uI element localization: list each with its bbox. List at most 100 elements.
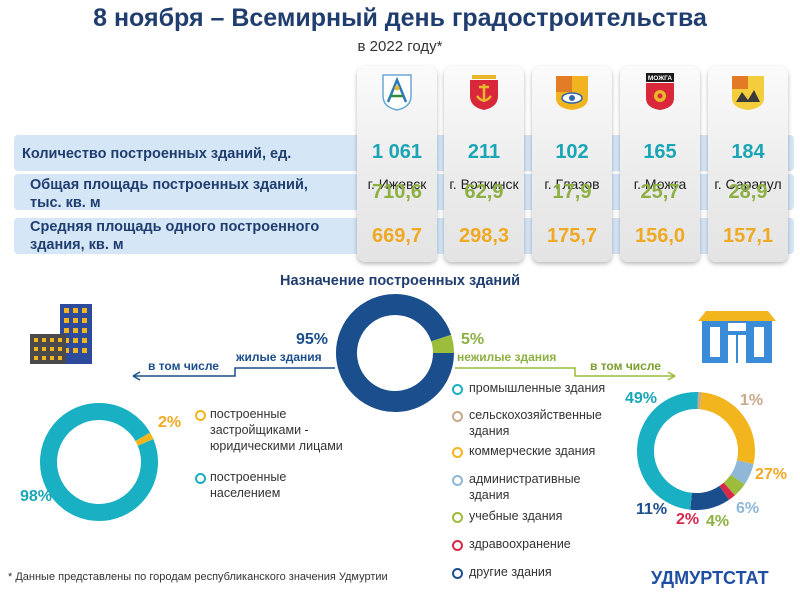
brand-logo-text: УДМУРТСТАТ bbox=[651, 568, 769, 588]
row-label-total-area: Общая площадь построенных зданий, тыс. к… bbox=[30, 176, 308, 212]
city-name: г. Сарапул bbox=[714, 176, 782, 192]
legend-dot bbox=[195, 473, 206, 484]
pct-other: 11% bbox=[636, 501, 668, 518]
donut-slice bbox=[40, 403, 158, 521]
legend-text: здания bbox=[469, 424, 510, 438]
including-arrows bbox=[132, 367, 676, 381]
donut-slice bbox=[135, 432, 154, 446]
table-cell: 157,1 bbox=[722, 225, 774, 247]
legend-dot bbox=[452, 384, 463, 395]
pct-population: 98% bbox=[20, 488, 53, 505]
legend-text: учебные здания bbox=[469, 509, 563, 523]
city-card-votkinsk: г. Воткинск bbox=[444, 66, 524, 262]
city-card-izhevsk: г. Ижевск bbox=[357, 66, 437, 262]
legend-dot bbox=[452, 512, 463, 523]
legend-dot bbox=[452, 475, 463, 486]
row-label-line: тыс. кв. м bbox=[30, 195, 101, 211]
legend-text: здравоохранение bbox=[469, 537, 571, 551]
pct-commercial: 27% bbox=[755, 466, 788, 483]
legend-item-health: здравоохранение bbox=[469, 536, 571, 552]
legend-dot bbox=[452, 447, 463, 458]
legend-dot bbox=[452, 540, 463, 551]
city-card-mozhga: МОЖГА г. Можга bbox=[620, 66, 700, 262]
table-cell: 17,9 bbox=[552, 181, 592, 203]
donut-slice bbox=[719, 482, 735, 500]
pct-health: 2% bbox=[676, 511, 700, 528]
legend-text: построенные bbox=[210, 470, 287, 484]
donut-slice bbox=[730, 459, 754, 485]
legend-text: коммерческие здания bbox=[469, 444, 596, 458]
legend-text: промышленные здания bbox=[469, 381, 606, 395]
residential-label: жилые здания bbox=[236, 350, 322, 364]
purpose-title: Назначение построенных зданий bbox=[279, 273, 521, 289]
table-cell: 211 bbox=[467, 141, 501, 163]
donut-slice bbox=[699, 392, 755, 465]
table-cell: 156,0 bbox=[634, 225, 686, 247]
table-cell: 28,9 bbox=[728, 181, 768, 203]
table-cell: 62,9 bbox=[464, 181, 504, 203]
row-label-line: Средняя площадь одного построенного bbox=[30, 219, 320, 235]
glazov-crest-icon bbox=[556, 76, 588, 110]
pct-legal-entities: 2% bbox=[158, 414, 182, 431]
page-title: 8 ноября – Всемирный день градостроитель… bbox=[93, 4, 707, 32]
nonresidential-label: нежилые здания bbox=[457, 350, 557, 364]
legend-text: застройщиками - bbox=[210, 423, 309, 437]
including-label-left: в том числе bbox=[148, 359, 219, 373]
row-label-avg-area: Средняя площадь одного построенного здан… bbox=[30, 218, 319, 254]
table-cell: 175,7 bbox=[546, 225, 598, 247]
mozhga-crest-text: МОЖГА bbox=[648, 75, 673, 82]
purpose-donut-chart bbox=[336, 294, 454, 412]
city-name: г. Ижевск bbox=[367, 176, 427, 192]
table-cell: 165 bbox=[643, 141, 677, 163]
mozhga-crest-icon: МОЖГА bbox=[646, 73, 674, 110]
legend-item-educational: учебные здания bbox=[469, 508, 562, 524]
legend-dot bbox=[452, 411, 463, 422]
pct-industrial: 49% bbox=[625, 390, 658, 407]
city-card-sarapul: г. Сарапул bbox=[708, 66, 788, 262]
donut-slice bbox=[637, 392, 699, 510]
legend-text: построенные bbox=[210, 407, 287, 421]
izhevsk-crest-icon bbox=[382, 74, 412, 111]
including-label-right: в том числе bbox=[590, 359, 661, 373]
residential-donut-chart bbox=[40, 403, 158, 521]
legend-text: административные bbox=[469, 472, 581, 486]
legend-text: другие здания bbox=[469, 565, 552, 579]
table-cell: 102 bbox=[555, 141, 589, 163]
legend-item-legal: построенные застройщиками - юридическими… bbox=[210, 406, 343, 454]
row-label-line: Общая площадь построенных зданий, bbox=[30, 177, 308, 193]
donut-slice bbox=[431, 334, 454, 354]
legend-dot bbox=[452, 568, 463, 579]
sarapul-crest-icon bbox=[732, 76, 764, 110]
legend-item-other: другие здания bbox=[469, 564, 552, 580]
table-cell: 298,3 bbox=[458, 225, 510, 247]
nonresidential-donut-chart bbox=[637, 392, 755, 510]
city-name: г. Воткинск bbox=[449, 176, 519, 192]
nonresidential-pct: 5% bbox=[461, 331, 485, 348]
legend-text: юридическими лицами bbox=[210, 439, 343, 453]
table-cell: 669,7 bbox=[371, 225, 423, 247]
legend-text: сельскохозяйственные bbox=[469, 408, 602, 422]
city-name: г. Можга bbox=[633, 176, 687, 192]
city-card-glazov: г. Глазов bbox=[532, 66, 612, 262]
legend-item-administrative: административные здания bbox=[469, 471, 581, 503]
donut-slice bbox=[336, 294, 454, 412]
legend-text: населением bbox=[210, 486, 281, 500]
votkinsk-crest-icon bbox=[470, 75, 498, 110]
legend-text: здания bbox=[469, 488, 510, 502]
residential-pct: 95% bbox=[296, 331, 329, 348]
residential-building-icon bbox=[30, 304, 92, 364]
row-label-count: Количество построенных зданий, ед. bbox=[22, 145, 291, 163]
page-subtitle: в 2022 году* bbox=[357, 38, 443, 55]
table-cell: 25,7 bbox=[640, 181, 680, 203]
row-label-line: Количество построенных зданий, ед. bbox=[22, 146, 292, 162]
row-label-line: здания, кв. м bbox=[30, 237, 124, 253]
donut-slice bbox=[723, 474, 745, 496]
pct-administrative: 6% bbox=[736, 500, 760, 517]
table-cell: 1 061 bbox=[371, 141, 423, 163]
pct-educational: 4% bbox=[706, 513, 730, 530]
pct-agricultural: 1% bbox=[740, 392, 764, 409]
table-cell: 710,6 bbox=[371, 181, 423, 203]
legend-item-industrial: промышленные здания bbox=[469, 380, 605, 396]
nonresidential-building-icon bbox=[698, 311, 776, 363]
legend-item-agricultural: сельскохозяйственные здания bbox=[469, 407, 602, 439]
